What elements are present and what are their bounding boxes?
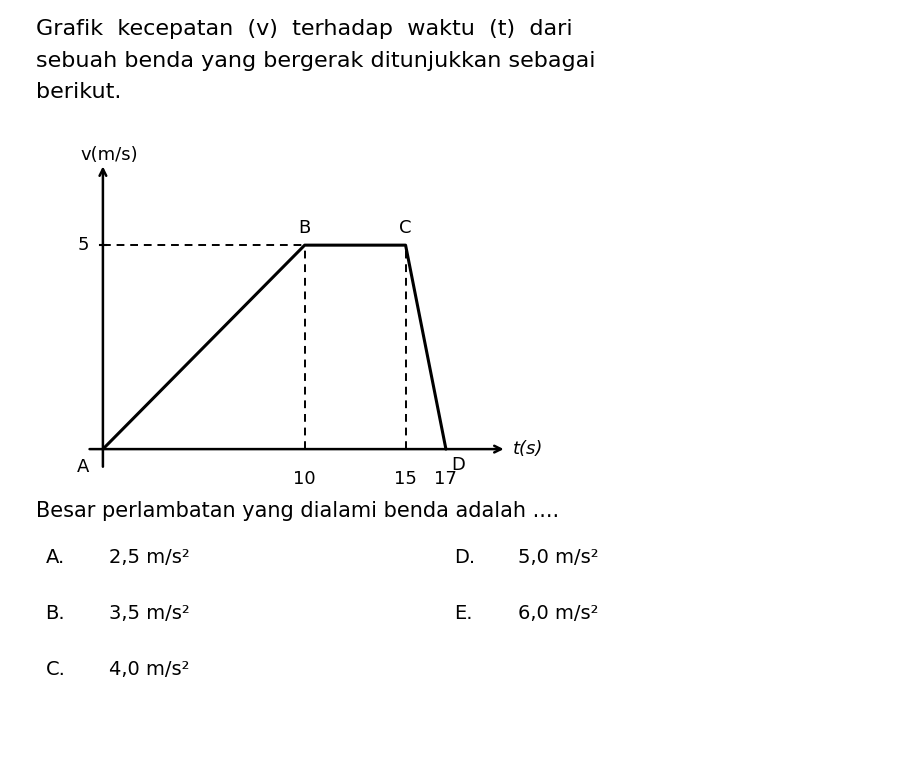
Text: t(s): t(s) [512,440,543,458]
Text: 4,0 m/s²: 4,0 m/s² [109,660,190,678]
Text: 2,5 m/s²: 2,5 m/s² [109,548,190,566]
Text: Grafik  kecepatan  (v)  terhadap  waktu  (t)  dari: Grafik kecepatan (v) terhadap waktu (t) … [36,19,573,40]
Text: 17: 17 [435,469,458,487]
Text: sebuah benda yang bergerak ditunjukkan sebagai: sebuah benda yang bergerak ditunjukkan s… [36,51,596,71]
Text: 15: 15 [394,469,417,487]
Text: v(m/s): v(m/s) [81,146,138,165]
Text: A: A [76,458,89,476]
Text: E.: E. [454,604,472,622]
Text: 5,0 m/s²: 5,0 m/s² [518,548,598,566]
Text: C.: C. [45,660,65,678]
Text: Besar perlambatan yang dialami benda adalah ....: Besar perlambatan yang dialami benda ada… [36,501,559,521]
Text: berikut.: berikut. [36,82,122,102]
Text: B.: B. [45,604,65,622]
Text: C: C [400,219,412,237]
Text: D.: D. [454,548,475,566]
Text: A.: A. [45,548,64,566]
Text: 5: 5 [77,236,89,254]
Text: 6,0 m/s²: 6,0 m/s² [518,604,598,622]
Text: 3,5 m/s²: 3,5 m/s² [109,604,190,622]
Text: 10: 10 [293,469,316,487]
Text: D: D [451,456,465,475]
Text: B: B [299,219,311,237]
